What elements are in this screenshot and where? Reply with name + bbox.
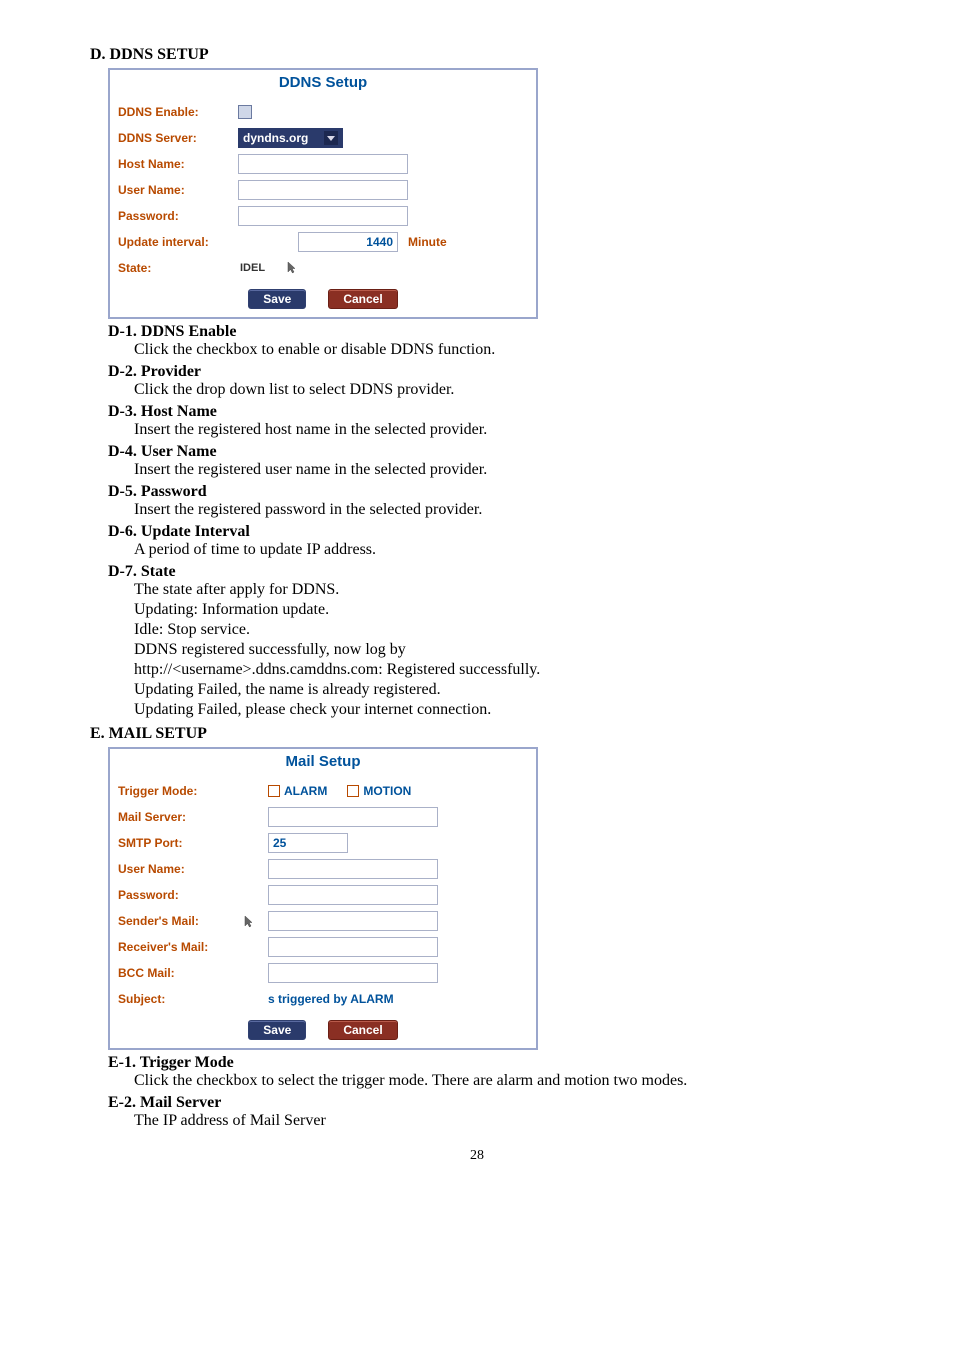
ddns-host-label: Host Name:	[118, 157, 238, 171]
ddns-server-label: DDNS Server:	[118, 131, 238, 145]
mail-server-input[interactable]	[268, 807, 438, 827]
mail-cancel-button[interactable]: Cancel	[328, 1020, 397, 1040]
e2-title: E-2. Mail Server	[108, 1094, 864, 1112]
ddns-save-button[interactable]: Save	[248, 289, 306, 309]
motion-label: MOTION	[363, 784, 411, 798]
ddns-setup-panel: DDNS Setup DDNS Enable: DDNS Server: dyn…	[108, 68, 538, 319]
d4-title: D-4. User Name	[108, 443, 864, 461]
ddns-password-label: Password:	[118, 209, 238, 223]
ddns-password-row: Password:	[118, 203, 528, 229]
dropdown-arrow-icon	[324, 131, 338, 145]
mail-subject-value: s triggered by ALARM	[268, 992, 394, 1006]
d1-title: D-1. DDNS Enable	[108, 323, 864, 341]
alarm-label: ALARM	[284, 784, 327, 798]
ddns-interval-input[interactable]	[298, 232, 398, 252]
ddns-cancel-button[interactable]: Cancel	[328, 289, 397, 309]
mail-alarm-option[interactable]: ALARM	[268, 784, 327, 798]
mail-sender-row: Sender's Mail:	[118, 908, 528, 934]
section-d-title: D. DDNS SETUP	[90, 46, 864, 64]
d2-title: D-2. Provider	[108, 363, 864, 381]
ddns-host-input[interactable]	[238, 154, 408, 174]
page-number: 28	[90, 1148, 864, 1164]
mail-motion-option[interactable]: MOTION	[347, 784, 411, 798]
ddns-interval-row: Update interval: Minute	[118, 229, 528, 255]
mail-bcc-row: BCC Mail:	[118, 960, 528, 986]
d7-line3: Idle: Stop service.	[134, 621, 864, 639]
ddns-panel-title: DDNS Setup	[110, 70, 536, 95]
mail-trigger-row: Trigger Mode: ALARM MOTION	[118, 778, 528, 804]
mail-panel-title: Mail Setup	[110, 749, 536, 774]
d7-line1: The state after apply for DDNS.	[134, 581, 864, 599]
mail-panel-body: Trigger Mode: ALARM MOTION Mail Server: …	[110, 774, 536, 1014]
e1-title: E-1. Trigger Mode	[108, 1054, 864, 1072]
d7-line7: Updating Failed, please check your inter…	[134, 701, 864, 719]
ddns-enable-label: DDNS Enable:	[118, 105, 238, 119]
ddns-interval-unit: Minute	[408, 235, 447, 249]
alarm-checkbox[interactable]	[268, 785, 280, 797]
ddns-interval-label: Update interval:	[118, 235, 238, 249]
d4-desc: Insert the registered user name in the s…	[134, 461, 864, 479]
mail-subject-label: Subject:	[118, 992, 238, 1006]
mail-smtp-input[interactable]	[268, 833, 348, 853]
ddns-state-value: IDEL	[238, 261, 297, 275]
mail-bcc-label: BCC Mail:	[118, 966, 238, 980]
mail-password-row: Password:	[118, 882, 528, 908]
ddns-user-label: User Name:	[118, 183, 238, 197]
mail-receiver-input[interactable]	[268, 937, 438, 957]
ddns-user-row: User Name:	[118, 177, 528, 203]
motion-checkbox[interactable]	[347, 785, 359, 797]
cursor-icon	[287, 261, 297, 275]
d5-title: D-5. Password	[108, 483, 864, 501]
ddns-state-text: IDEL	[240, 262, 265, 274]
mail-sender-input[interactable]	[268, 911, 438, 931]
mail-receiver-row: Receiver's Mail:	[118, 934, 528, 960]
mail-password-input[interactable]	[268, 885, 438, 905]
mail-user-row: User Name:	[118, 856, 528, 882]
d6-title: D-6. Update Interval	[108, 523, 864, 541]
d7-line5: http://<username>.ddns.camddns.com: Regi…	[134, 661, 864, 679]
mail-panel-footer: Save Cancel	[110, 1014, 536, 1048]
d3-desc: Insert the registered host name in the s…	[134, 421, 864, 439]
d1-desc: Click the checkbox to enable or disable …	[134, 341, 864, 359]
mail-smtp-label: SMTP Port:	[118, 836, 238, 850]
mail-setup-panel: Mail Setup Trigger Mode: ALARM MOTION Ma…	[108, 747, 538, 1050]
section-e-title: E. MAIL SETUP	[90, 725, 864, 743]
ddns-password-input[interactable]	[238, 206, 408, 226]
ddns-state-row: State: IDEL	[118, 255, 528, 281]
ddns-server-value: dyndns.org	[243, 131, 324, 145]
ddns-panel-footer: Save Cancel	[110, 283, 536, 317]
ddns-user-input[interactable]	[238, 180, 408, 200]
mail-server-label: Mail Server:	[118, 810, 238, 824]
d7-line2: Updating: Information update.	[134, 601, 864, 619]
ddns-host-row: Host Name:	[118, 151, 528, 177]
document-page: D. DDNS SETUP DDNS Setup DDNS Enable: DD…	[90, 46, 864, 1164]
d2-desc: Click the drop down list to select DDNS …	[134, 381, 864, 399]
mail-server-row: Mail Server:	[118, 804, 528, 830]
mail-receiver-label: Receiver's Mail:	[118, 940, 238, 954]
d7-title: D-7. State	[108, 563, 864, 581]
ddns-server-dropdown[interactable]: dyndns.org	[238, 128, 343, 148]
mail-sender-label: Sender's Mail:	[118, 914, 238, 928]
d3-title: D-3. Host Name	[108, 403, 864, 421]
ddns-enable-checkbox[interactable]	[238, 105, 252, 119]
ddns-panel-body: DDNS Enable: DDNS Server: dyndns.org Hos…	[110, 95, 536, 283]
d5-desc: Insert the registered password in the se…	[134, 501, 864, 519]
d7-line6: Updating Failed, the name is already reg…	[134, 681, 864, 699]
ddns-state-label: State:	[118, 261, 238, 275]
ddns-enable-row: DDNS Enable:	[118, 99, 528, 125]
mail-password-label: Password:	[118, 888, 238, 902]
cursor-icon	[244, 915, 254, 929]
d7-line4: DDNS registered successfully, now log by	[134, 641, 864, 659]
d6-desc: A period of time to update IP address.	[134, 541, 864, 559]
mail-user-label: User Name:	[118, 862, 238, 876]
mail-subject-row: Subject: s triggered by ALARM	[118, 986, 528, 1012]
mail-save-button[interactable]: Save	[248, 1020, 306, 1040]
e2-desc: The IP address of Mail Server	[134, 1112, 864, 1130]
ddns-server-row: DDNS Server: dyndns.org	[118, 125, 528, 151]
mail-smtp-row: SMTP Port:	[118, 830, 528, 856]
mail-user-input[interactable]	[268, 859, 438, 879]
mail-trigger-label: Trigger Mode:	[118, 784, 238, 798]
e1-desc: Click the checkbox to select the trigger…	[134, 1072, 864, 1090]
mail-bcc-input[interactable]	[268, 963, 438, 983]
